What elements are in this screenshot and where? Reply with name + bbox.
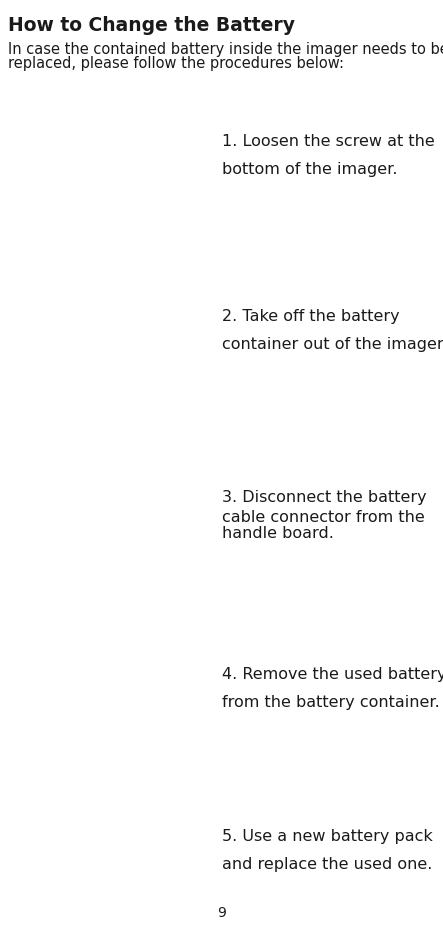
Text: handle board.: handle board. — [222, 526, 334, 541]
Text: 2. Take off the battery: 2. Take off the battery — [222, 309, 400, 324]
FancyBboxPatch shape — [8, 432, 210, 599]
FancyBboxPatch shape — [8, 782, 210, 919]
FancyBboxPatch shape — [8, 82, 210, 229]
Text: 3. Disconnect the battery: 3. Disconnect the battery — [222, 490, 427, 505]
Text: replaced, please follow the procedures below:: replaced, please follow the procedures b… — [8, 56, 344, 71]
Text: bottom of the imager.: bottom of the imager. — [222, 162, 397, 177]
Text: 9: 9 — [217, 906, 226, 920]
FancyBboxPatch shape — [8, 612, 210, 764]
Text: from the battery container.: from the battery container. — [222, 695, 440, 710]
Text: 4. Remove the used battery: 4. Remove the used battery — [222, 667, 443, 682]
FancyBboxPatch shape — [8, 252, 210, 409]
Text: cable connector from the: cable connector from the — [222, 510, 425, 525]
Text: In case the contained battery inside the imager needs to be: In case the contained battery inside the… — [8, 42, 443, 57]
Text: How to Change the Battery: How to Change the Battery — [8, 16, 295, 35]
Text: container out of the imager.: container out of the imager. — [222, 337, 443, 352]
Text: and replace the used one.: and replace the used one. — [222, 857, 432, 872]
Text: 1. Loosen the screw at the: 1. Loosen the screw at the — [222, 134, 435, 149]
Text: 5. Use a new battery pack: 5. Use a new battery pack — [222, 829, 433, 844]
